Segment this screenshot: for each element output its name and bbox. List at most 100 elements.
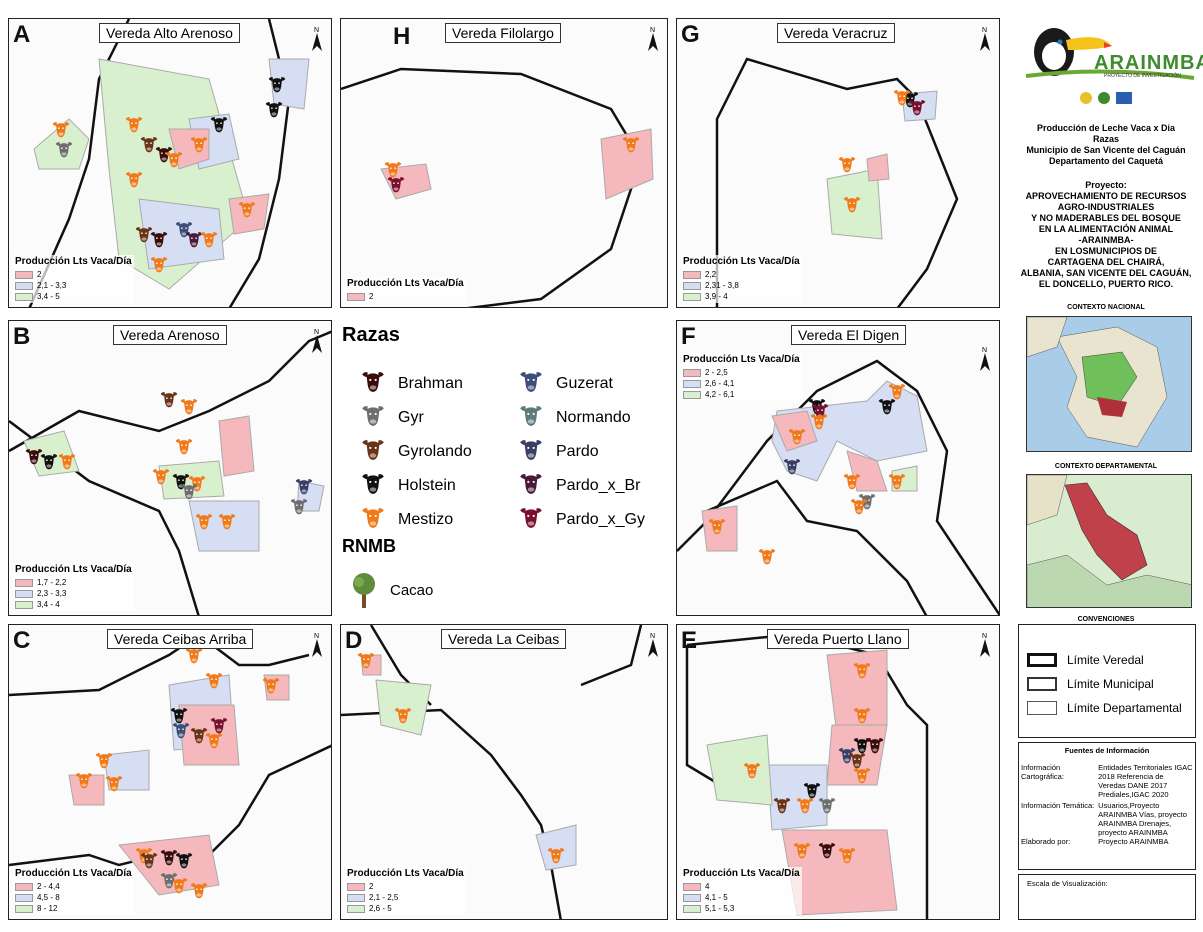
map-panel-h[interactable]: H Vereda Filolargo N Producción Lts Vaca… (340, 18, 668, 308)
cattle-marker-icon[interactable] (842, 471, 862, 496)
cattle-marker-icon[interactable] (149, 229, 169, 254)
breed-item-gyr: Gyr (360, 402, 424, 433)
breed-item-holstein: Holstein (360, 470, 456, 501)
cattle-marker-icon[interactable] (887, 471, 907, 496)
cattle-marker-icon[interactable] (184, 229, 204, 254)
cattle-marker-icon[interactable] (852, 705, 872, 730)
cattle-marker-icon[interactable] (39, 451, 59, 476)
cattle-marker-icon[interactable] (837, 845, 857, 870)
cattle-marker-icon[interactable] (179, 481, 199, 506)
map-panel-b[interactable]: B Vereda Arenoso N Producción Lts Vaca/D… (8, 320, 332, 616)
cattle-marker-icon[interactable] (294, 476, 314, 501)
cattle-marker-icon[interactable] (104, 773, 124, 798)
cattle-marker-icon[interactable] (159, 870, 179, 895)
cattle-marker-icon[interactable] (837, 154, 857, 179)
cattle-marker-icon[interactable] (852, 660, 872, 685)
map-panel-d[interactable]: D Vereda La Ceibas N Producción Lts Vaca… (340, 624, 668, 920)
cattle-marker-icon[interactable] (802, 780, 822, 805)
cattle-marker-icon[interactable] (393, 705, 413, 730)
cattle-marker-icon[interactable] (139, 850, 159, 875)
cow-icon (518, 470, 544, 501)
cattle-marker-icon[interactable] (809, 411, 829, 436)
cattle-marker-icon[interactable] (179, 396, 199, 421)
cattle-marker-icon[interactable] (849, 496, 869, 521)
cattle-marker-icon[interactable] (817, 795, 837, 820)
cattle-marker-icon[interactable] (787, 426, 807, 451)
cattle-marker-icon[interactable] (757, 546, 777, 571)
cattle-marker-icon[interactable] (154, 144, 174, 169)
departmental-context-map[interactable] (1026, 474, 1192, 608)
cattle-marker-icon[interactable] (865, 735, 885, 760)
cattle-marker-icon[interactable] (204, 670, 224, 695)
cow-icon (360, 504, 386, 535)
cattle-marker-icon[interactable] (792, 840, 812, 865)
cattle-marker-icon[interactable] (51, 119, 71, 144)
cattle-marker-icon[interactable] (383, 159, 403, 184)
map-panel-f[interactable]: F Vereda El Digen N Producción Lts Vaca/… (676, 320, 1000, 616)
cattle-marker-icon[interactable] (621, 134, 641, 159)
cattle-marker-icon[interactable] (189, 725, 209, 750)
cattle-marker-icon[interactable] (171, 720, 191, 745)
national-context-map[interactable] (1026, 316, 1192, 452)
breed-label: Pardo_x_Gy (556, 510, 645, 528)
partner-logos (1016, 92, 1196, 108)
cattle-marker-icon[interactable] (907, 97, 927, 122)
cattle-marker-icon[interactable] (795, 795, 815, 820)
cattle-marker-icon[interactable] (546, 845, 566, 870)
cattle-marker-icon[interactable] (134, 224, 154, 249)
cattle-marker-icon[interactable] (124, 114, 144, 139)
cattle-marker-icon[interactable] (742, 760, 762, 785)
cattle-marker-icon[interactable] (149, 254, 169, 279)
cattle-marker-icon[interactable] (151, 466, 171, 491)
cattle-marker-icon[interactable] (782, 456, 802, 481)
cattle-marker-icon[interactable] (124, 169, 144, 194)
cattle-marker-icon[interactable] (707, 516, 727, 541)
cattle-marker-icon[interactable] (169, 705, 189, 730)
cattle-marker-icon[interactable] (94, 750, 114, 775)
cattle-marker-icon[interactable] (892, 87, 912, 112)
legend-title: Producción Lts Vaca/Día (15, 564, 132, 575)
legend-swatch (683, 379, 701, 388)
cattle-marker-icon[interactable] (199, 229, 219, 254)
cattle-marker-icon[interactable] (356, 650, 376, 675)
cattle-marker-icon[interactable] (847, 750, 867, 775)
cattle-marker-icon[interactable] (164, 149, 184, 174)
cattle-marker-icon[interactable] (74, 770, 94, 795)
cattle-marker-icon[interactable] (217, 511, 237, 536)
cow-icon (360, 368, 386, 399)
map-panel-e[interactable]: E Vereda Puerto Llano N Producción Lts V… (676, 624, 1000, 920)
project-line: APROVECHAMIENTO DE RECURSOS (1025, 191, 1187, 201)
cattle-marker-icon[interactable] (261, 675, 281, 700)
cattle-marker-icon[interactable] (174, 850, 194, 875)
cattle-marker-icon[interactable] (209, 715, 229, 740)
cattle-marker-icon[interactable] (264, 99, 284, 124)
cattle-marker-icon[interactable] (24, 446, 44, 471)
legend-swatch (683, 292, 701, 301)
cattle-marker-icon[interactable] (772, 795, 792, 820)
cattle-marker-icon[interactable] (54, 139, 74, 164)
cattle-marker-icon[interactable] (139, 134, 159, 159)
breed-label: Brahman (398, 374, 463, 392)
cattle-marker-icon[interactable] (817, 840, 837, 865)
cattle-marker-icon[interactable] (209, 114, 229, 139)
cattle-marker-icon[interactable] (174, 436, 194, 461)
cattle-marker-icon[interactable] (57, 451, 77, 476)
cattle-marker-icon[interactable] (837, 745, 857, 770)
cattle-marker-icon[interactable] (159, 847, 179, 872)
map-panel-a[interactable]: A Vereda Alto Arenoso N Producción Lts V… (8, 18, 332, 308)
cattle-marker-icon[interactable] (189, 880, 209, 905)
map-panel-c[interactable]: C Vereda Ceibas Arriba N Producción Lts … (8, 624, 332, 920)
cattle-marker-icon[interactable] (189, 134, 209, 159)
cattle-marker-icon[interactable] (887, 381, 907, 406)
map-panel-g[interactable]: G Vereda Veracruz N Producción Lts Vaca/… (676, 18, 1000, 308)
cattle-marker-icon[interactable] (194, 511, 214, 536)
cattle-marker-icon[interactable] (852, 765, 872, 790)
cattle-marker-icon[interactable] (159, 389, 179, 414)
cattle-marker-icon[interactable] (877, 396, 897, 421)
cattle-marker-icon[interactable] (289, 496, 309, 521)
cattle-marker-icon[interactable] (386, 174, 406, 199)
cattle-marker-icon[interactable] (267, 74, 287, 99)
cattle-marker-icon[interactable] (842, 194, 862, 219)
cattle-marker-icon[interactable] (237, 199, 257, 224)
cattle-marker-icon[interactable] (204, 730, 224, 755)
